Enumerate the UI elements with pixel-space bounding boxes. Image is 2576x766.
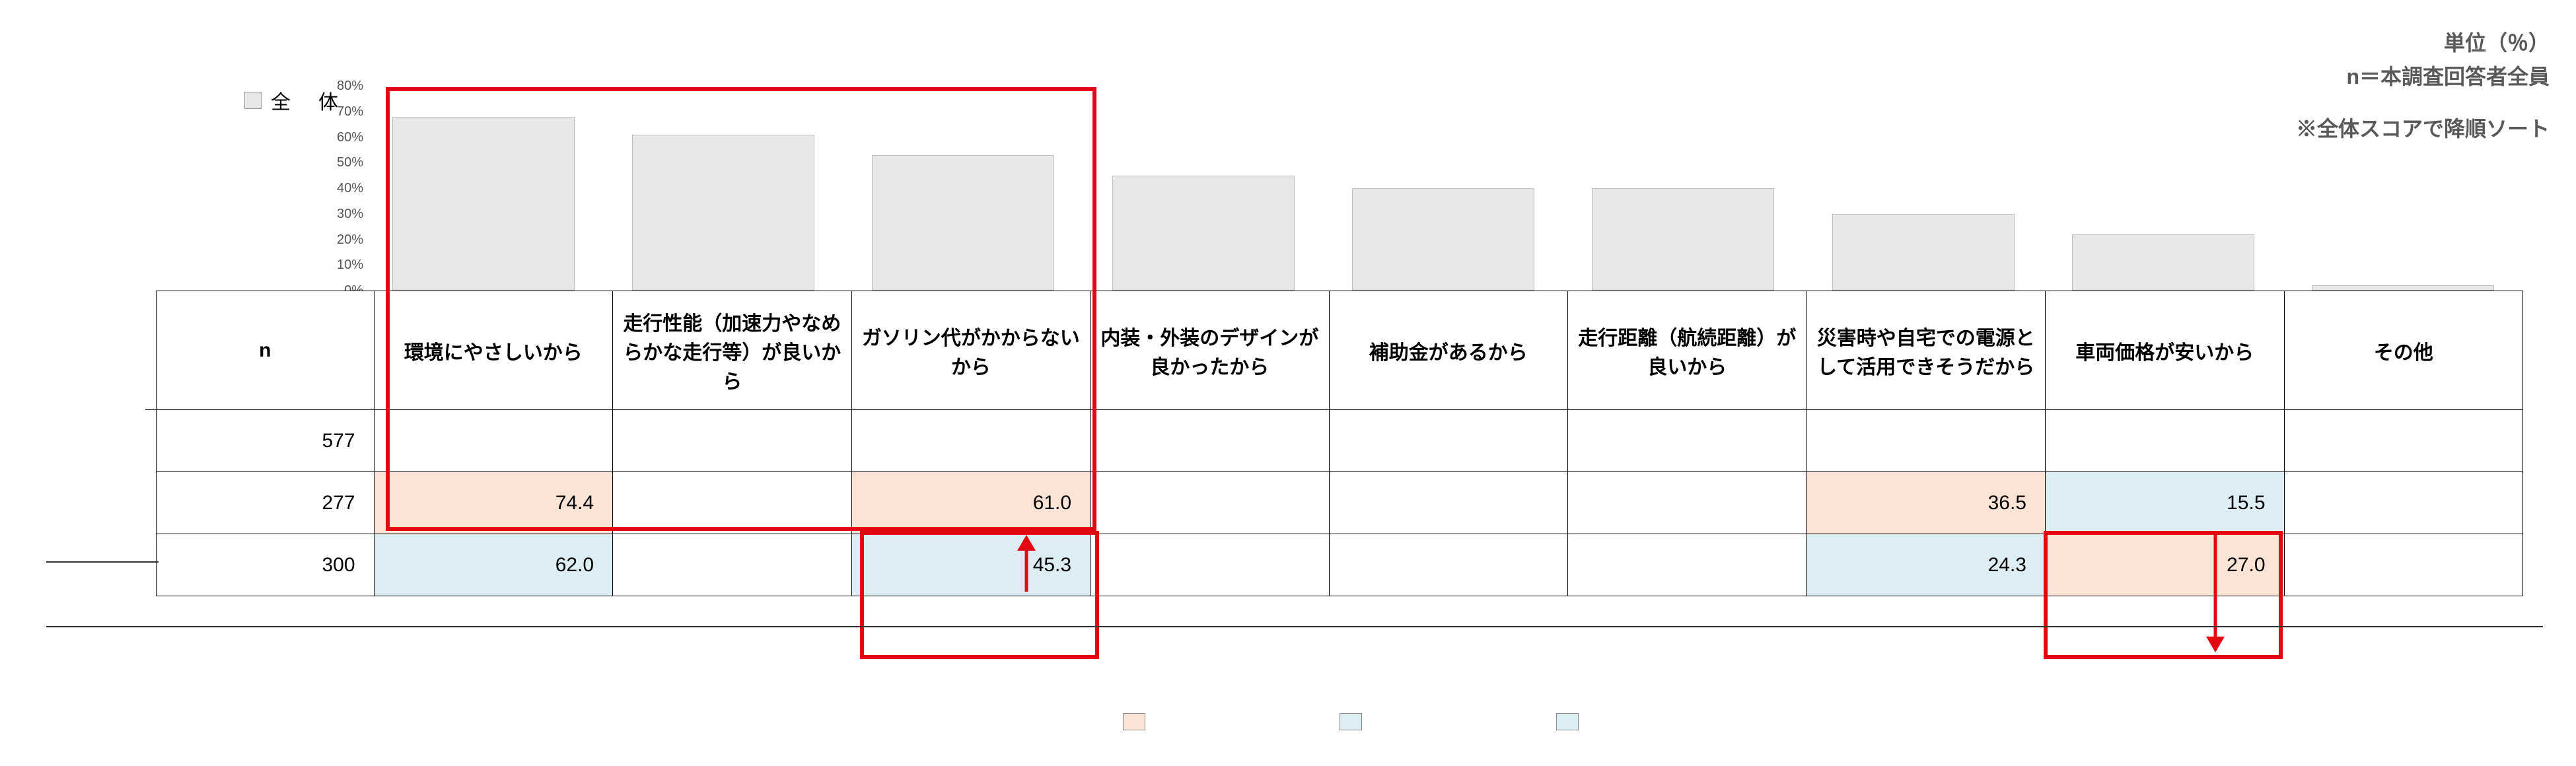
- n-header: n: [157, 291, 375, 410]
- cell-value: [613, 410, 851, 472]
- y-tick: 80%: [317, 83, 363, 89]
- legend-swatch: [244, 92, 262, 109]
- n-value: 300: [157, 534, 375, 596]
- cell-value: [2284, 472, 2523, 534]
- legend-swatch: [1556, 713, 1579, 730]
- unit-note: 単位（％）: [2296, 26, 2550, 60]
- cell-value: [1567, 410, 1806, 472]
- bar: [392, 117, 575, 291]
- cell-value: 74.4: [374, 472, 613, 534]
- y-tick: 10%: [317, 261, 363, 268]
- y-tick: 20%: [317, 236, 363, 243]
- cell-value: 61.0: [851, 472, 1091, 534]
- cell-value: [2284, 410, 2523, 472]
- bar-chart: 0%10%20%30%40%50%60%70%80%: [363, 86, 2523, 291]
- cell-value: [1329, 410, 1567, 472]
- legend-swatch: [1123, 713, 1145, 730]
- y-tick: 70%: [317, 108, 363, 115]
- bar-col: [2283, 86, 2523, 291]
- bar: [1112, 176, 1295, 291]
- y-tick: 40%: [317, 185, 363, 192]
- category-header: 補助金があるから: [1329, 291, 1567, 410]
- n-value: 277: [157, 472, 375, 534]
- row-label: [145, 472, 157, 534]
- bottom-legend-item: [1556, 713, 1588, 730]
- bottom-legend: [1123, 713, 1588, 730]
- bar: [2072, 234, 2254, 291]
- category-header: その他: [2284, 291, 2523, 410]
- cell-value: [1807, 410, 2046, 472]
- y-tick: 60%: [317, 134, 363, 141]
- cell-value: 45.3: [851, 534, 1091, 596]
- bar-col: [603, 86, 843, 291]
- category-header: 内装・外装のデザインが良かったから: [1091, 291, 1329, 410]
- legend-swatch: [1340, 713, 1362, 730]
- bar-col: [1803, 86, 2043, 291]
- cell-value: [1567, 472, 1806, 534]
- cell-value: [1329, 534, 1567, 596]
- bar-col: [2043, 86, 2283, 291]
- y-axis: 0%10%20%30%40%50%60%70%80%: [317, 86, 363, 291]
- bars: [363, 86, 2523, 291]
- cell-value: [1329, 472, 1567, 534]
- bar: [1352, 188, 1534, 291]
- cell-value: [1091, 472, 1329, 534]
- y-tick: 30%: [317, 211, 363, 217]
- bottom-legend-item: [1340, 713, 1371, 730]
- cell-value: [2284, 534, 2523, 596]
- cell-value: [1091, 534, 1329, 596]
- row-label: [145, 534, 157, 596]
- category-header: 車両価格が安いから: [2045, 291, 2284, 410]
- cell-value: [851, 410, 1091, 472]
- cell-value: 27.0: [2045, 534, 2284, 596]
- bar: [632, 135, 814, 291]
- category-header: 走行性能（加速力やなめらかな走行等）が良いから: [613, 291, 851, 410]
- bar-col: [1083, 86, 1323, 291]
- bar: [872, 155, 1054, 291]
- bar: [2312, 285, 2494, 291]
- data-table: n環境にやさしいから走行性能（加速力やなめらかな走行等）が良いからガソリン代がか…: [145, 291, 2523, 596]
- n-value: 577: [157, 410, 375, 472]
- bar-col: [363, 86, 603, 291]
- cell-value: [613, 534, 851, 596]
- bar: [1592, 188, 1774, 291]
- cell-value: [374, 410, 613, 472]
- y-tick: 50%: [317, 159, 363, 166]
- category-header: 災害時や自宅での電源として活用できそうだから: [1807, 291, 2046, 410]
- cell-value: [613, 472, 851, 534]
- rule-line: [46, 561, 159, 563]
- rule-line: [46, 626, 2543, 627]
- bottom-legend-item: [1123, 713, 1155, 730]
- bar-col: [1323, 86, 1563, 291]
- bar-col: [1563, 86, 1803, 291]
- cell-value: 24.3: [1807, 534, 2046, 596]
- cell-value: [1091, 410, 1329, 472]
- cell-value: 36.5: [1807, 472, 2046, 534]
- row-label: [145, 410, 157, 472]
- category-header: 走行距離（航続距離）が良いから: [1567, 291, 1806, 410]
- category-header: 環境にやさしいから: [374, 291, 613, 410]
- cell-value: 62.0: [374, 534, 613, 596]
- bar: [1832, 214, 2015, 291]
- cell-value: 15.5: [2045, 472, 2284, 534]
- bar-col: [843, 86, 1083, 291]
- cell-value: [2045, 410, 2284, 472]
- cell-value: [1567, 534, 1806, 596]
- category-header: ガソリン代がかからないから: [851, 291, 1091, 410]
